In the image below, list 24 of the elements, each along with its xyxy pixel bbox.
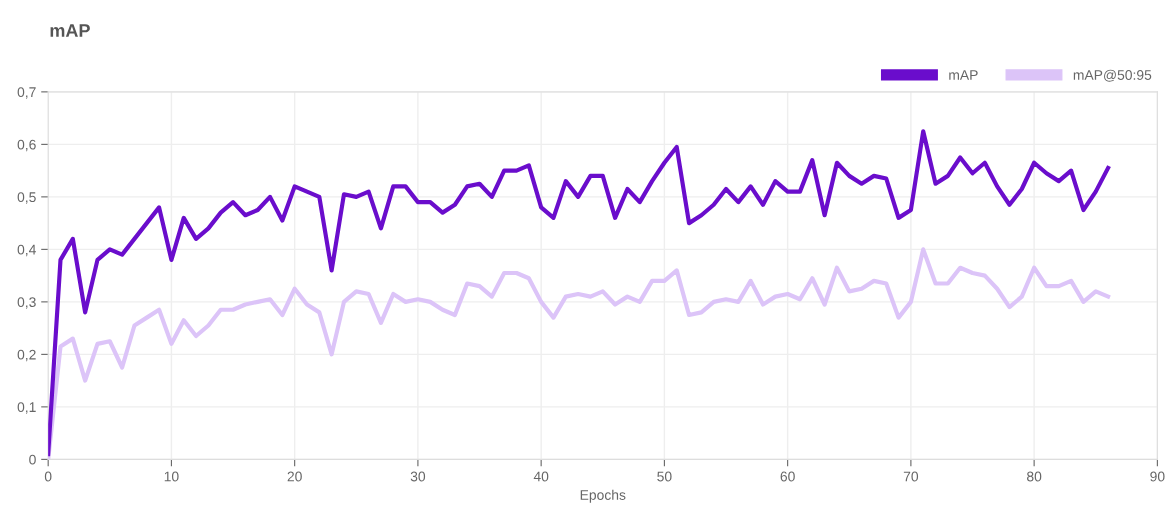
x-tick-label: 50 xyxy=(657,471,672,482)
x-tick-label: 60 xyxy=(780,471,795,482)
y-tick-label: 0,2 xyxy=(17,349,36,362)
chart-title: mAP xyxy=(50,24,90,37)
y-tick-label: 0 xyxy=(29,454,36,465)
y-tick-label: 0,7 xyxy=(17,87,36,99)
x-tick-label: 10 xyxy=(164,471,179,482)
y-tick-label: 0,4 xyxy=(17,244,36,257)
x-tick-label: 30 xyxy=(410,471,426,482)
y-tick-label: 0,3 xyxy=(17,297,36,309)
x-axis-title: Epochs xyxy=(580,489,626,503)
y-tick-label: 0,5 xyxy=(17,192,36,204)
y-tick-label: 0,6 xyxy=(17,139,36,152)
line-series xyxy=(48,247,1111,460)
legend-label: mAP@50:95 xyxy=(1073,69,1152,82)
y-tick-label: 0,1 xyxy=(17,402,36,414)
x-tick-label: 80 xyxy=(1027,471,1042,482)
legend-label: mAP xyxy=(949,70,978,80)
x-tick-label: 20 xyxy=(287,471,302,482)
x-tick-label: 40 xyxy=(533,471,549,482)
x-tick-label: 70 xyxy=(903,471,919,482)
line-series xyxy=(48,129,1111,457)
x-tick-label: 0 xyxy=(44,471,52,482)
x-tick-label: 90 xyxy=(1150,471,1165,482)
